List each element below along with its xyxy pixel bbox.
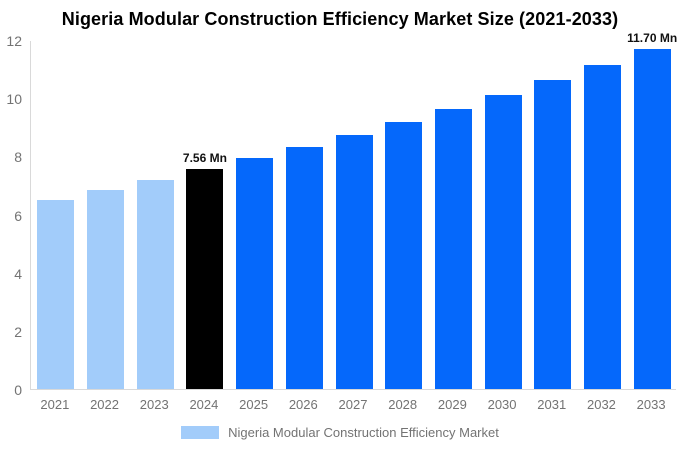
bar-2033 [633,48,671,389]
y-tick-label-2: 2 [14,323,22,340]
y-tick-label-0: 0 [14,382,22,398]
x-tick-label-2029: 2029 [437,397,467,412]
bar-2025 [236,158,274,389]
x-tick-label-2025: 2025 [239,397,269,412]
y-tick-label-12: 12 [6,33,22,49]
bar-2021 [37,199,75,389]
x-tick-label-2032: 2032 [586,397,616,412]
bar-2032 [583,65,621,389]
legend-swatch-icon [181,426,220,439]
bar-2027 [335,134,373,389]
x-tick-label-2030: 2030 [487,397,517,412]
value-label-2024: 7.56 Mn [182,151,227,166]
x-tick-label-2028: 2028 [388,397,418,412]
x-tick-label-2022: 2022 [90,397,119,412]
x-tick-label-2031: 2031 [537,397,567,412]
chart-title: Nigeria Modular Construction Efficiency … [61,9,619,29]
bar-2030 [484,95,522,389]
y-axis: 0 2 4 6 8 10 12 [0,33,25,398]
y-tick-label-10: 10 [6,91,22,108]
plot-area: 7.56 Mn 11.70 Mn [30,31,677,390]
x-tick-label-2024: 2024 [189,397,219,412]
y-tick-label-6: 6 [14,207,22,224]
x-tick-label-2021: 2021 [40,397,70,412]
bar-2031 [534,80,572,389]
legend: Nigeria Modular Construction Efficiency … [0,425,680,440]
x-tick-label-2023: 2023 [139,397,169,412]
x-tick-label-2026: 2026 [288,397,318,412]
bar-2028 [385,122,423,389]
value-label-2033: 11.70 Mn [627,30,678,45]
bar-2029 [434,109,472,389]
x-axis: 2021 2022 2023 2024 2025 2026 2027 2028 2029 2030… [30,397,676,413]
legend-label: Nigeria Modular Construction Efficiency … [228,425,499,440]
bar-2026 [285,146,323,389]
x-tick-label-2033: 2033 [636,397,666,412]
bar-2024 [186,169,224,389]
bar-2022 [87,190,125,389]
x-tick-label-2027: 2027 [338,397,368,412]
y-tick-label-4: 4 [14,265,22,282]
y-tick-label-8: 8 [14,149,22,166]
bar-2023 [136,179,174,389]
